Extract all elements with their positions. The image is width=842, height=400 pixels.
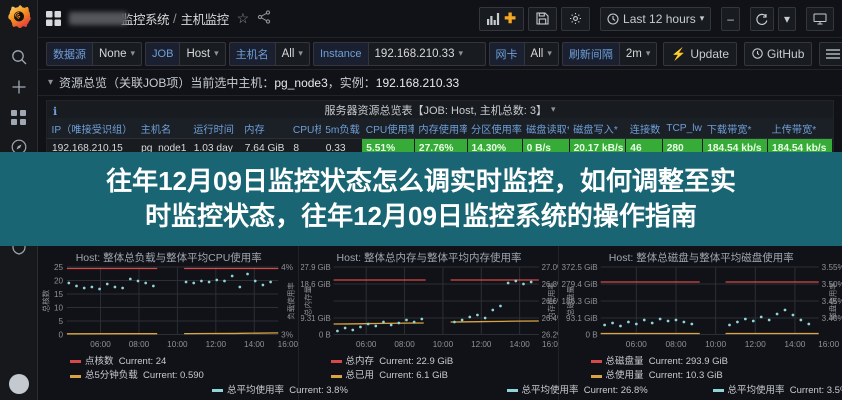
svg-text:负载使用率: 负载使用率 bbox=[287, 282, 296, 319]
svg-text:12:00: 12:00 bbox=[471, 339, 492, 349]
svg-text:27.9 GiB: 27.9 GiB bbox=[301, 263, 331, 272]
svg-text:20: 20 bbox=[54, 275, 63, 285]
svg-text:16:00: 16:00 bbox=[278, 339, 298, 349]
svg-text:27.0%: 27.0% bbox=[541, 263, 557, 272]
svg-text:14:00: 14:00 bbox=[509, 339, 530, 349]
svg-text:10:00: 10:00 bbox=[167, 339, 188, 349]
svg-text:372.5 GiB: 372.5 GiB bbox=[561, 263, 598, 272]
svg-text:08:00: 08:00 bbox=[129, 339, 150, 349]
svg-text:14:00: 14:00 bbox=[784, 339, 805, 349]
svg-text:08:00: 08:00 bbox=[665, 339, 686, 349]
svg-text:08:00: 08:00 bbox=[394, 339, 415, 349]
svg-text:15: 15 bbox=[54, 289, 63, 299]
svg-text:总内存量: 总内存量 bbox=[303, 286, 312, 316]
svg-text:0 B: 0 B bbox=[585, 330, 598, 339]
svg-text:12:00: 12:00 bbox=[206, 339, 227, 349]
svg-text:12:00: 12:00 bbox=[744, 339, 765, 349]
svg-text:总磁盘量: 总磁盘量 bbox=[564, 285, 574, 315]
svg-text:16:00: 16:00 bbox=[818, 339, 839, 349]
svg-text:磁盘使用率: 磁盘使用率 bbox=[827, 282, 837, 320]
svg-text:10:00: 10:00 bbox=[705, 339, 726, 349]
svg-text:25: 25 bbox=[54, 262, 63, 272]
svg-text:总核数: 总核数 bbox=[42, 289, 51, 312]
svg-text:14:00: 14:00 bbox=[244, 339, 265, 349]
svg-text:10: 10 bbox=[54, 302, 63, 312]
svg-text:0: 0 bbox=[59, 329, 64, 339]
svg-text:5: 5 bbox=[59, 316, 64, 326]
svg-text:0 B: 0 B bbox=[318, 330, 330, 339]
svg-text:16:00: 16:00 bbox=[542, 339, 558, 349]
svg-text:内存使用率: 内存使用率 bbox=[547, 282, 556, 319]
svg-text:06:00: 06:00 bbox=[625, 339, 646, 349]
svg-text:4%: 4% bbox=[281, 262, 293, 272]
svg-text:06:00: 06:00 bbox=[356, 339, 377, 349]
svg-text:06:00: 06:00 bbox=[90, 339, 111, 349]
svg-text:10:00: 10:00 bbox=[432, 339, 453, 349]
svg-text:3.55%: 3.55% bbox=[821, 263, 842, 272]
